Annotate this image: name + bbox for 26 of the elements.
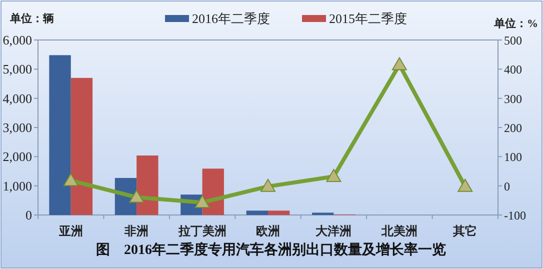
x-tick-label: 其它 — [452, 224, 478, 238]
x-tick-label: 亚洲 — [58, 224, 83, 238]
legend-label: 2015年二季度 — [329, 11, 407, 26]
y2-tick-label: 400 — [504, 62, 522, 77]
y-tick-label: 1,000 — [2, 178, 32, 194]
y-tick-label: 3,000 — [2, 120, 32, 135]
text: 图 2016年二季度专用汽车各洲别出口数量及增长率一览 — [96, 241, 446, 258]
y-tick-label: 4,000 — [2, 90, 32, 106]
x-tick-label: 欧洲 — [256, 224, 280, 238]
y-axis-title: 单位：辆 — [9, 12, 54, 25]
x-tick-label: 拉丁美洲 — [177, 224, 226, 238]
y2-axis-title: 单位：% — [493, 17, 538, 30]
x-tick-label: 非洲 — [124, 224, 149, 238]
y2-tick-label: 500 — [504, 34, 522, 48]
y2-tick-label: 0 — [504, 179, 510, 194]
y-tick-label: 5,000 — [2, 62, 32, 77]
y2-tick-label: 300 — [504, 92, 522, 106]
x-tick-label: 大洋洲 — [316, 224, 352, 238]
y2-tick-label: 100 — [504, 150, 522, 164]
x-tick-label: 北美洲 — [380, 224, 418, 238]
y-tick-label: 2,000 — [2, 149, 32, 164]
y2-tick-label: 200 — [504, 121, 522, 135]
y-tick-label: 6,000 — [2, 32, 32, 48]
legend-label: 2016年二季度 — [192, 11, 270, 26]
y2-tick-label: -100 — [504, 208, 526, 222]
y-tick-label: 0 — [26, 208, 32, 222]
